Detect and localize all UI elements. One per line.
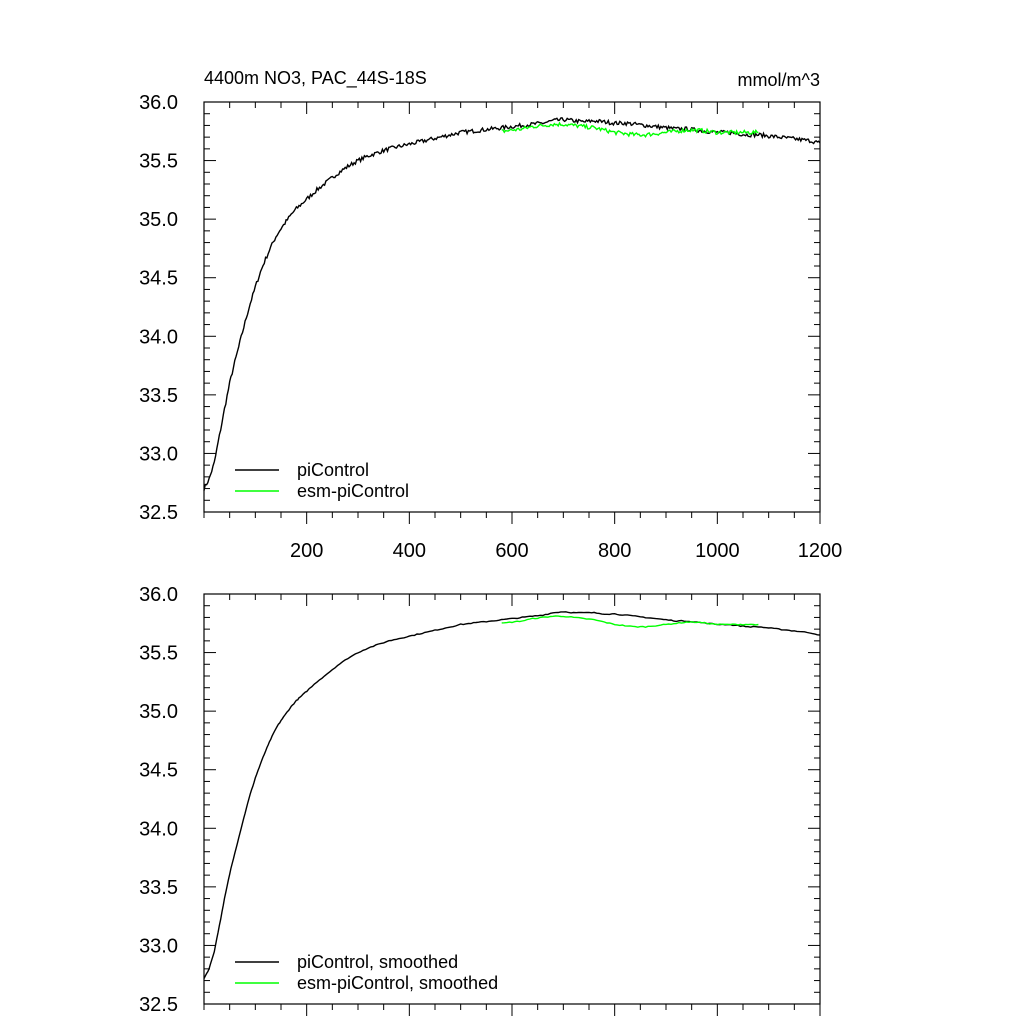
x-tick-label: 1000 — [695, 540, 740, 562]
legend: piControl, smoothed esm-piControl, smoot… — [235, 952, 498, 993]
plot-frame — [203, 593, 821, 1005]
chart-title: 4400m NO3, PAC_44S-18S — [204, 68, 427, 89]
legend-label-esm-picontrol: esm-piControl — [297, 481, 409, 501]
legend: piControl esm-piControl — [235, 460, 409, 501]
x-tick-label: 200 — [290, 540, 323, 562]
y-tick-label: 35.0 — [139, 209, 178, 231]
y-tick-label: 34.5 — [139, 760, 178, 782]
panel-raw: 4400m NO3, PAC_44S-18S mmol/m^3 32.5 33.0… — [139, 68, 842, 562]
y-tick-label: 33.5 — [139, 877, 178, 899]
legend-label-picontrol: piControl — [297, 460, 369, 480]
series-line-picontrol-smoothed — [203, 611, 821, 979]
y-tick-label: 33.0 — [139, 443, 178, 465]
y-tick-label: 33.5 — [139, 385, 178, 407]
y-tick-label: 36.0 — [139, 92, 178, 114]
panel-smoothed: 32.5 33.0 33.5 34.0 34.5 35.0 35.5 36.0 piContr… — [139, 584, 821, 1016]
plot-series — [203, 117, 821, 491]
y-tick-label: 35.0 — [139, 701, 178, 723]
x-tick-label: 1200 — [798, 540, 843, 562]
x-tick-label: 800 — [598, 540, 631, 562]
plot-series — [203, 611, 821, 979]
series-line-esm-picontrol — [501, 121, 759, 138]
y-tick-labels: 32.5 33.0 33.5 34.0 34.5 35.0 35.5 36.0 — [139, 584, 178, 1016]
y-tick-label: 35.5 — [139, 643, 178, 665]
legend-label-esm-picontrol-smoothed: esm-piControl, smoothed — [297, 973, 498, 993]
y-tick-label: 32.5 — [139, 502, 178, 524]
plot-frame — [203, 101, 821, 513]
y-tick-label: 35.5 — [139, 151, 178, 173]
y-tick-label: 34.0 — [139, 326, 178, 348]
y-tick-label: 34.0 — [139, 818, 178, 840]
chart-units: mmol/m^3 — [738, 70, 820, 90]
axis-ticks — [203, 101, 821, 524]
legend-label-picontrol-smoothed: piControl, smoothed — [297, 952, 458, 972]
axis-ticks — [203, 593, 821, 1016]
x-tick-label: 400 — [393, 540, 426, 562]
series-line-picontrol — [203, 117, 821, 491]
y-tick-labels: 32.5 33.0 33.5 34.0 34.5 35.0 35.5 36.0 — [139, 92, 178, 524]
y-tick-label: 34.5 — [139, 268, 178, 290]
y-tick-label: 32.5 — [139, 994, 178, 1016]
x-tick-label: 600 — [495, 540, 528, 562]
series-line-esm-picontrol-smoothed — [501, 615, 759, 629]
y-tick-label: 36.0 — [139, 584, 178, 606]
x-tick-labels: 200 400 600 800 1000 1200 — [290, 540, 842, 562]
y-tick-label: 33.0 — [139, 935, 178, 957]
